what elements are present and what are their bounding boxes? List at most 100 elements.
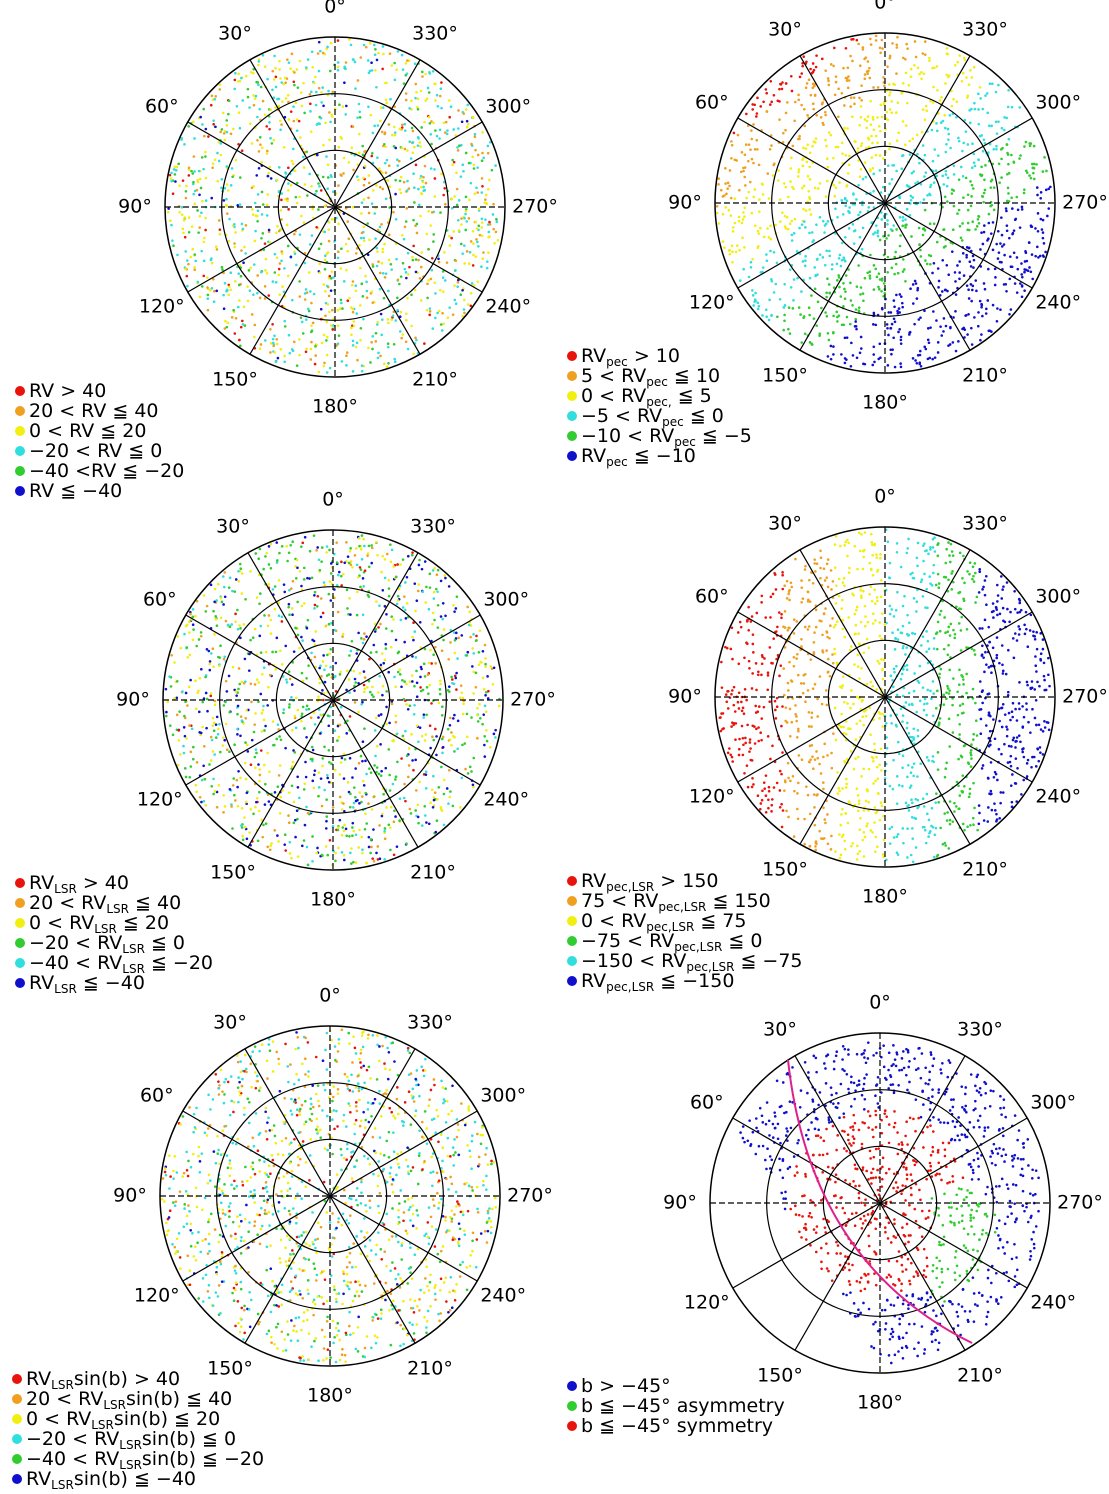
scatter-dot bbox=[828, 249, 831, 253]
scatter-dot bbox=[349, 306, 353, 309]
scatter-dot bbox=[477, 224, 481, 228]
scatter-dot bbox=[861, 177, 865, 181]
scatter-dot bbox=[377, 626, 380, 629]
scatter-dot bbox=[435, 93, 439, 97]
scatter-dot bbox=[258, 779, 261, 783]
scatter-dot bbox=[248, 831, 251, 834]
scatter-dot bbox=[721, 212, 725, 216]
scatter-dot bbox=[822, 781, 825, 784]
scatter-dot bbox=[786, 227, 790, 231]
scatter-dot bbox=[852, 242, 856, 245]
scatter-dot bbox=[423, 164, 427, 168]
scatter-dot bbox=[348, 549, 352, 553]
scatter-dot bbox=[337, 184, 340, 187]
scatter-dot bbox=[804, 226, 807, 229]
scatter-dot bbox=[998, 260, 1002, 264]
scatter-dot bbox=[306, 811, 310, 815]
scatter-dot bbox=[324, 314, 327, 318]
scatter-dot bbox=[812, 767, 815, 770]
scatter-dot bbox=[310, 50, 314, 54]
scatter-dot bbox=[353, 60, 357, 64]
scatter-dot bbox=[449, 790, 452, 793]
scatter-dot bbox=[213, 600, 216, 604]
scatter-dot bbox=[966, 143, 970, 146]
scatter-dot bbox=[338, 795, 342, 799]
scatter-dot bbox=[897, 330, 900, 334]
scatter-dot bbox=[254, 94, 258, 98]
scatter-dot bbox=[467, 262, 471, 265]
scatter-dot bbox=[223, 738, 227, 742]
scatter-dot bbox=[419, 174, 423, 178]
scatter-dot bbox=[462, 298, 466, 302]
scatter-dot bbox=[755, 688, 758, 692]
scatter-dot bbox=[982, 656, 985, 659]
scatter-dot bbox=[482, 688, 486, 691]
scatter-dot bbox=[453, 298, 457, 302]
scatter-dot bbox=[989, 186, 993, 189]
scatter-dot bbox=[487, 689, 490, 693]
scatter-dot bbox=[209, 258, 213, 262]
scatter-dot bbox=[288, 840, 292, 844]
scatter-dot bbox=[804, 209, 808, 212]
scatter-dot bbox=[280, 615, 284, 619]
scatter-dot bbox=[246, 87, 250, 91]
scatter-dot bbox=[903, 594, 906, 598]
scatter-dot bbox=[274, 85, 278, 89]
scatter-dot bbox=[803, 817, 806, 821]
scatter-dot bbox=[1041, 170, 1045, 173]
scatter-dot bbox=[434, 662, 437, 665]
scatter-dot bbox=[879, 747, 883, 751]
scatter-dot bbox=[293, 232, 296, 236]
scatter-dot bbox=[768, 646, 772, 649]
scatter-dot bbox=[271, 650, 274, 654]
scatter-dot bbox=[383, 576, 387, 580]
scatter-dot bbox=[395, 257, 398, 261]
scatter-dot bbox=[434, 292, 437, 295]
scatter-dot bbox=[453, 195, 456, 198]
scatter-dot bbox=[769, 224, 772, 228]
scatter-dot bbox=[287, 208, 290, 211]
scatter-dot bbox=[901, 154, 904, 158]
scatter-dot bbox=[992, 147, 996, 151]
scatter-dot bbox=[805, 160, 809, 164]
scatter-dot bbox=[439, 807, 443, 811]
scatter-dot bbox=[843, 196, 847, 200]
scatter-dot bbox=[862, 299, 865, 303]
scatter-dot bbox=[414, 163, 418, 167]
scatter-dot bbox=[292, 650, 296, 653]
scatter-dot bbox=[345, 669, 349, 673]
scatter-dot bbox=[256, 193, 260, 196]
scatter-dot bbox=[236, 203, 240, 207]
scatter-dot bbox=[169, 177, 173, 180]
scatter-dot bbox=[237, 72, 240, 76]
scatter-dot bbox=[494, 164, 497, 167]
scatter-dot bbox=[205, 647, 209, 651]
scatter-dot bbox=[803, 264, 807, 268]
scatter-dot bbox=[930, 806, 934, 810]
scatter-dot bbox=[880, 306, 884, 310]
scatter-dot bbox=[828, 674, 832, 678]
scatter-dot bbox=[394, 775, 398, 779]
scatter-dot bbox=[285, 678, 288, 681]
scatter-dot bbox=[496, 239, 500, 242]
scatter-dot bbox=[355, 563, 359, 567]
scatter-dot bbox=[213, 587, 217, 591]
scatter-dot bbox=[194, 783, 198, 787]
scatter-dot bbox=[336, 724, 340, 728]
scatter-dot bbox=[904, 801, 908, 805]
scatter-dot bbox=[819, 115, 823, 119]
scatter-dot bbox=[465, 125, 469, 129]
scatter-dot bbox=[287, 118, 291, 121]
scatter-dot bbox=[489, 665, 492, 668]
scatter-dot bbox=[405, 575, 409, 579]
scatter-dot bbox=[992, 208, 996, 212]
scatter-dot bbox=[277, 273, 280, 277]
scatter-dot bbox=[796, 175, 800, 178]
scatter-dot bbox=[490, 168, 494, 172]
scatter-dot bbox=[183, 734, 187, 738]
scatter-dot bbox=[967, 288, 970, 292]
scatter-dot bbox=[943, 195, 947, 199]
scatter-dot bbox=[957, 178, 961, 181]
scatter-dot bbox=[370, 151, 374, 155]
scatter-dot bbox=[346, 719, 349, 723]
